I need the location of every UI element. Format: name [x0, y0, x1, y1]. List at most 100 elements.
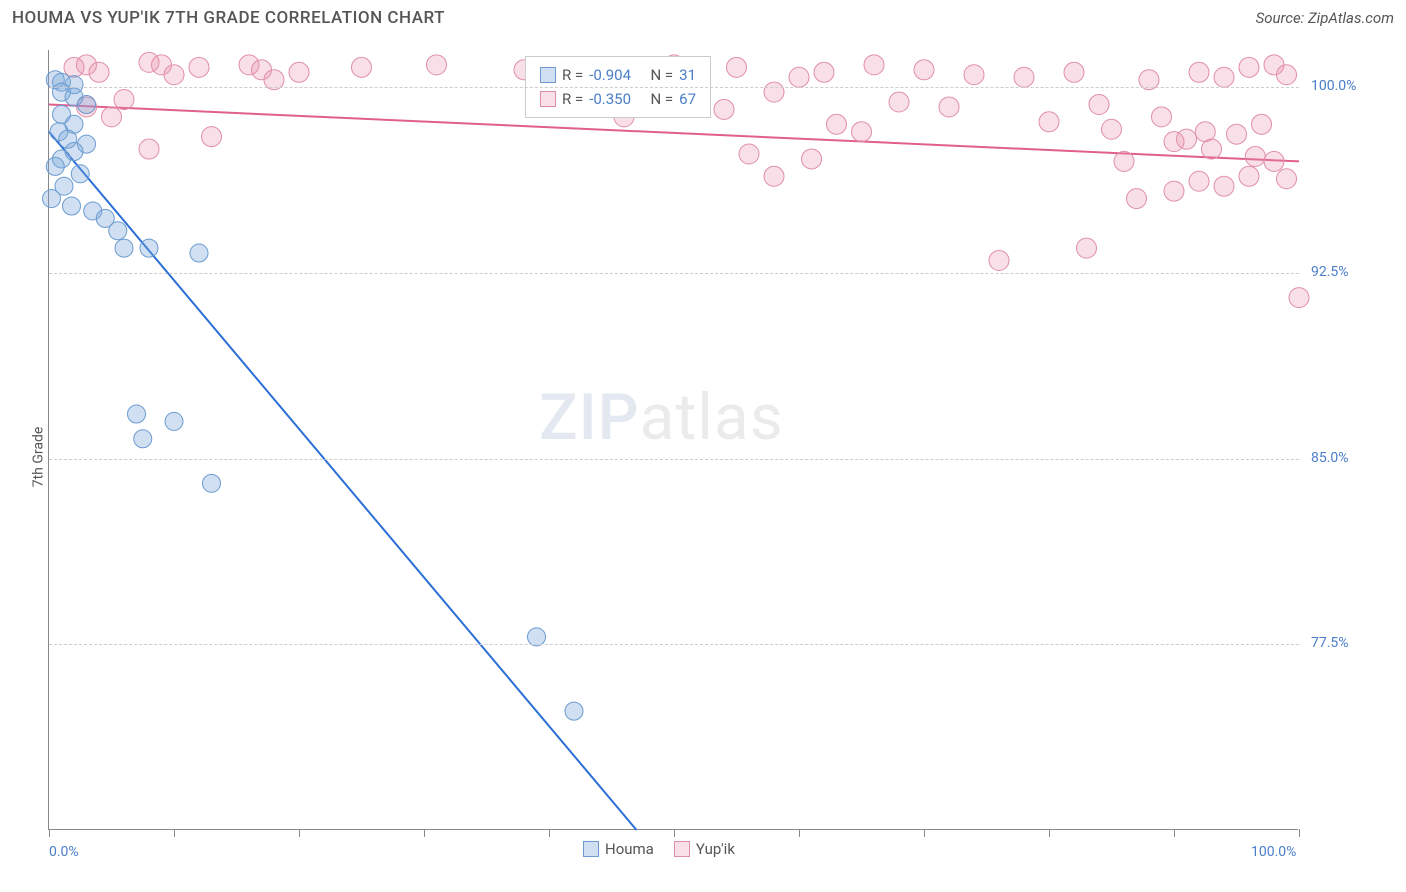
yupik-point — [1277, 169, 1297, 189]
n-label: N = — [650, 63, 673, 87]
x-tick-label-right: 100.0% — [1251, 844, 1296, 860]
legend-label-houma: Houma — [605, 840, 654, 858]
yupik-point — [114, 90, 134, 110]
yupik-point — [427, 55, 447, 75]
houma-point — [528, 628, 546, 646]
x-tick — [1299, 829, 1300, 837]
yupik-n-value: 67 — [679, 87, 696, 111]
n-label: N = — [650, 87, 673, 111]
gridline — [49, 273, 1299, 274]
x-tick — [1174, 829, 1175, 837]
chart-title: HOUMA VS YUP'IK 7TH GRADE CORRELATION CH… — [12, 8, 445, 28]
houma-r-value: -0.904 — [589, 63, 631, 87]
yupik-point — [1102, 119, 1122, 139]
yupik-point — [189, 57, 209, 77]
yupik-point — [1239, 166, 1259, 186]
houma-point — [109, 222, 127, 240]
yupik-point — [1127, 189, 1147, 209]
plot-area: ZIPatlas R = -0.904 N = 31 R = -0.350 N … — [48, 50, 1298, 830]
gridline — [49, 87, 1299, 88]
yupik-point — [89, 62, 109, 82]
yupik-point — [1189, 62, 1209, 82]
x-tick — [299, 829, 300, 837]
houma-trendline — [49, 132, 637, 830]
chart-container: 7th Grade ZIPatlas R = -0.904 N = 31 R =… — [0, 32, 1406, 882]
x-tick — [674, 829, 675, 837]
yupik-point — [964, 65, 984, 85]
scatter-svg — [49, 50, 1299, 830]
y-tick-label: 100.0% — [1311, 78, 1356, 94]
houma-point — [63, 197, 81, 215]
houma-point — [128, 405, 146, 423]
legend-row-houma: R = -0.904 N = 31 — [540, 63, 696, 87]
x-tick-label-left: 0.0% — [49, 844, 79, 860]
series-legend: Houma Yup'ik — [583, 840, 735, 858]
yupik-point — [1227, 124, 1247, 144]
y-tick-label: 85.0% — [1311, 450, 1349, 466]
source-label: Source: ZipAtlas.com — [1256, 9, 1394, 27]
houma-n-value: 31 — [679, 63, 696, 87]
houma-point — [71, 165, 89, 183]
yupik-point — [939, 97, 959, 117]
yupik-point — [889, 92, 909, 112]
yupik-point — [1014, 67, 1034, 87]
x-tick — [799, 829, 800, 837]
yupik-point — [202, 127, 222, 147]
houma-point — [190, 244, 208, 262]
yupik-point — [1252, 114, 1272, 134]
yupik-point — [1202, 139, 1222, 159]
x-tick — [1049, 829, 1050, 837]
x-tick — [924, 829, 925, 837]
houma-point — [134, 430, 152, 448]
yupik-point — [1245, 146, 1265, 166]
yupik-point — [1289, 288, 1309, 308]
yupik-point — [352, 57, 372, 77]
yupik-point — [1239, 57, 1259, 77]
legend-row-yupik: R = -0.350 N = 67 — [540, 87, 696, 111]
yupik-point — [789, 67, 809, 87]
y-axis-label: 7th Grade — [30, 427, 46, 488]
x-tick — [49, 829, 50, 837]
yupik-point — [864, 55, 884, 75]
yupik-point — [1064, 62, 1084, 82]
x-tick — [549, 829, 550, 837]
r-label: R = — [562, 87, 583, 111]
yupik-point — [814, 62, 834, 82]
gridline — [49, 459, 1299, 460]
yupik-point — [914, 60, 934, 80]
y-tick-label: 92.5% — [1311, 264, 1349, 280]
legend-item-yupik: Yup'ik — [674, 840, 735, 858]
yupik-point — [289, 62, 309, 82]
yupik-point — [989, 250, 1009, 270]
legend-swatch-houma-icon — [583, 841, 599, 857]
yupik-point — [1077, 238, 1097, 258]
yupik-point — [164, 65, 184, 85]
legend-label-yupik: Yup'ik — [696, 840, 735, 858]
r-label: R = — [562, 63, 583, 87]
houma-point — [43, 190, 61, 208]
x-tick — [174, 829, 175, 837]
yupik-point — [802, 149, 822, 169]
yupik-point — [1114, 151, 1134, 171]
yupik-point — [1177, 129, 1197, 149]
yupik-point — [1277, 65, 1297, 85]
yupik-point — [1089, 94, 1109, 114]
legend-swatch-yupik-icon — [674, 841, 690, 857]
gridline — [49, 644, 1299, 645]
legend-item-houma: Houma — [583, 840, 654, 858]
yupik-point — [714, 99, 734, 119]
houma-point — [203, 474, 221, 492]
yupik-point — [827, 114, 847, 134]
y-tick-label: 77.5% — [1311, 635, 1349, 651]
yupik-point — [739, 144, 759, 164]
yupik-point — [1214, 176, 1234, 196]
yupik-point — [1039, 112, 1059, 132]
houma-point — [46, 157, 64, 175]
houma-point — [165, 412, 183, 430]
yupik-point — [727, 57, 747, 77]
yupik-point — [1189, 171, 1209, 191]
x-tick — [424, 829, 425, 837]
houma-point — [78, 95, 96, 113]
yupik-point — [1264, 151, 1284, 171]
houma-point — [115, 239, 133, 257]
